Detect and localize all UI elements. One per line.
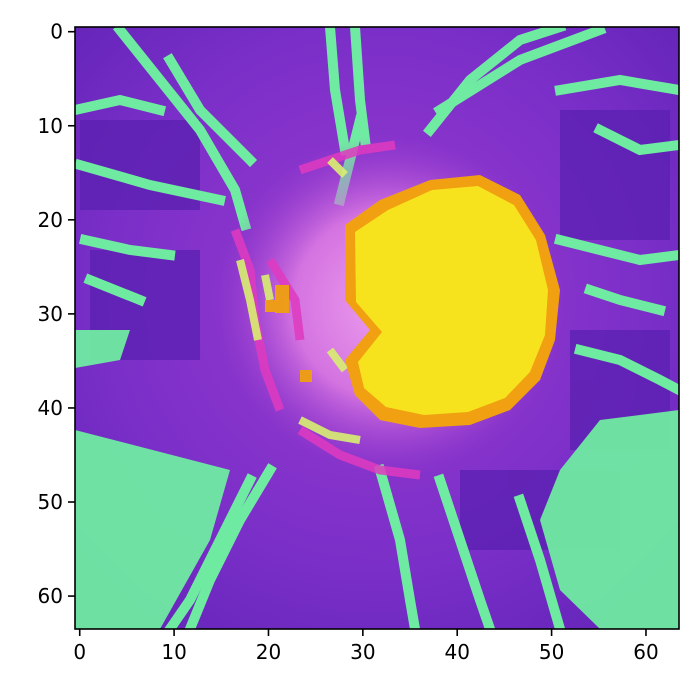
x-axis: 0 10 20 30 40 50 60 [73,629,659,664]
x-tick-label: 50 [539,640,564,664]
x-tick-label: 0 [73,640,86,664]
y-tick-label: 60 [38,584,63,608]
y-axis: 0 10 20 30 40 50 60 [38,20,75,608]
x-tick-label: 20 [256,640,281,664]
y-tick-label: 10 [38,114,63,138]
y-tick-label: 50 [38,490,63,514]
y-tick-label: 40 [38,396,63,420]
heatmap-image [75,27,679,629]
x-tick-label: 60 [633,640,658,664]
x-tick-label: 30 [350,640,375,664]
y-tick-label: 30 [38,302,63,326]
x-tick-label: 10 [161,640,186,664]
axes-frame [74,26,680,630]
y-tick-label: 20 [38,208,63,232]
x-tick-label: 40 [444,640,469,664]
y-tick-label: 0 [50,20,63,44]
